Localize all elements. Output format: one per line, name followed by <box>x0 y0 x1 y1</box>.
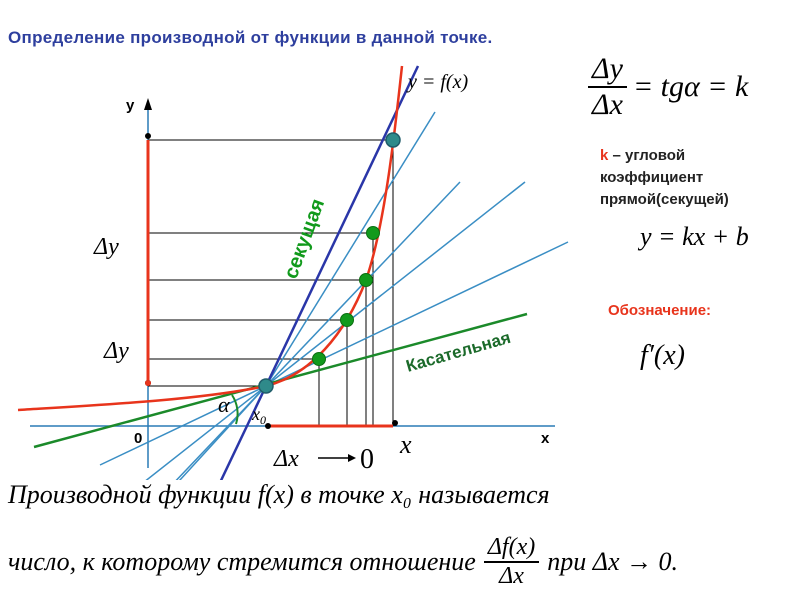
point-x <box>385 132 401 148</box>
delta-y-lower: Δy <box>103 338 129 364</box>
definition-line-2: число, к которому стремится отношение Δf… <box>8 534 678 590</box>
y-axis-label: y <box>126 97 135 114</box>
formula-numerator: Δy <box>592 52 623 85</box>
derivative-graph: y x 0 y = f(x) секущая Касательная Δy Δy… <box>17 65 569 480</box>
point-x0 <box>258 378 274 394</box>
alpha-label: α <box>218 392 230 417</box>
function-curve <box>17 65 404 412</box>
formula-rest: = tgα = k <box>632 70 749 103</box>
definition-line-1: Производной функции f(x) в точке x₀ назы… <box>8 480 550 509</box>
y-axis-arrow <box>144 98 152 110</box>
origin-label: 0 <box>134 430 142 447</box>
definition-frac-den: Δx <box>499 563 524 589</box>
definition-text-post: при Δx → 0. <box>547 547 679 576</box>
delta-y-upper: Δy <box>93 234 119 260</box>
definition-frac-num: Δf(x) <box>487 534 536 560</box>
x-point-label: x <box>399 430 412 459</box>
page-title: Определение производной от функции в дан… <box>8 28 493 47</box>
x0-label: x0 <box>251 404 266 427</box>
notation-label: Обозначение: <box>608 302 712 319</box>
curve-label: y = f(x) <box>406 71 468 93</box>
k-desc-text: – угловой коэффициент прямой(секущей) <box>600 147 729 208</box>
limit-target: 0 <box>360 444 374 475</box>
k-letter: k <box>600 147 609 164</box>
delta-x-label: Δx <box>273 446 299 472</box>
secant-line <box>264 65 420 387</box>
tangent-label: Касательная <box>404 328 513 376</box>
derivative-ratio-formula: Δy Δx = tgα = k <box>588 52 748 122</box>
line-equation: y = kx + b <box>640 222 749 251</box>
definition-text-pre: число, к которому стремится отношение <box>8 547 476 576</box>
x-axis-label: x <box>541 430 550 447</box>
k-description: k – угловой коэффициент прямой(секущей) <box>600 145 790 211</box>
notation-formula: f′(x) <box>640 340 685 371</box>
formula-denominator: Δx <box>592 88 623 121</box>
